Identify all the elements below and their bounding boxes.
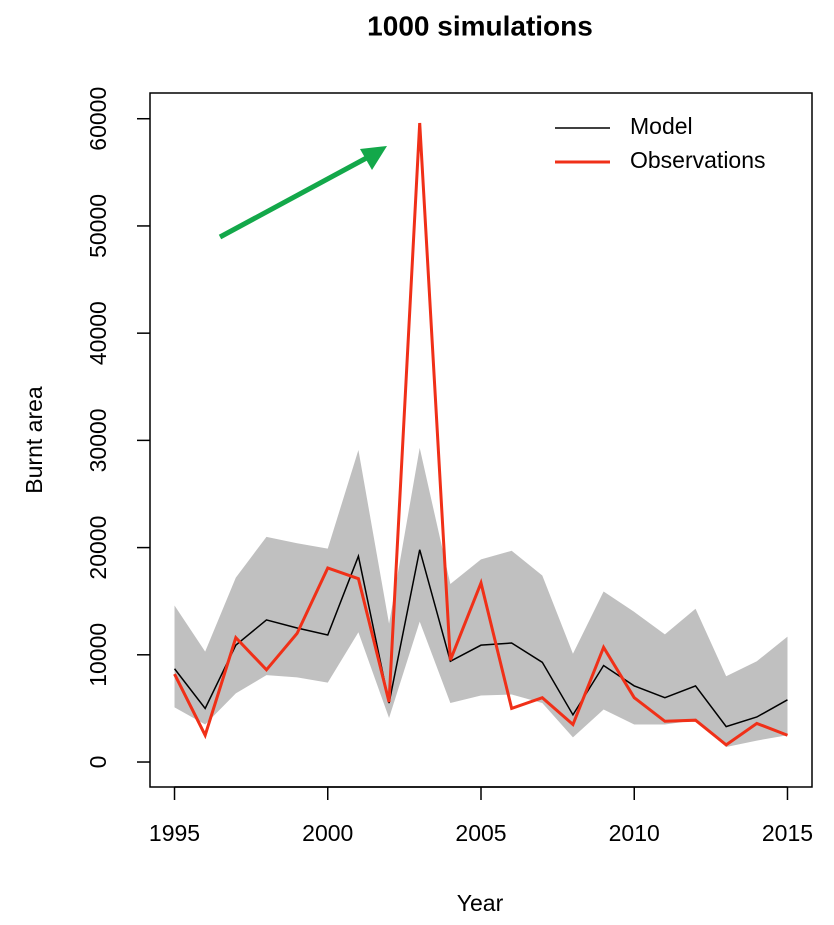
band bbox=[174, 447, 788, 748]
x-tick-label: 1995 bbox=[149, 820, 200, 846]
x-tick-label: 2000 bbox=[302, 820, 353, 846]
plot-area bbox=[173, 122, 789, 748]
x-tick-label: 2005 bbox=[455, 820, 506, 846]
y-tick-label: 60000 bbox=[85, 87, 111, 151]
y-tick-label: 20000 bbox=[85, 516, 111, 580]
x-axis-label: Year bbox=[457, 890, 504, 916]
y-axis-label: Burnt area bbox=[21, 386, 47, 494]
y-tick-label: 30000 bbox=[85, 408, 111, 472]
series-line bbox=[173, 122, 789, 747]
y-tick-label: 50000 bbox=[85, 194, 111, 258]
y-tick-label: 10000 bbox=[85, 623, 111, 687]
legend-label: Model bbox=[630, 113, 693, 139]
chart-title: 1000 simulations bbox=[367, 10, 593, 41]
series-line bbox=[173, 549, 788, 728]
legend-label: Observations bbox=[630, 147, 766, 173]
x-tick-label: 2010 bbox=[609, 820, 660, 846]
y-tick-label: 40000 bbox=[85, 301, 111, 365]
annotation-arrow bbox=[218, 146, 387, 240]
x-tick-label: 2015 bbox=[762, 820, 813, 846]
y-tick-label: 0 bbox=[85, 756, 111, 769]
